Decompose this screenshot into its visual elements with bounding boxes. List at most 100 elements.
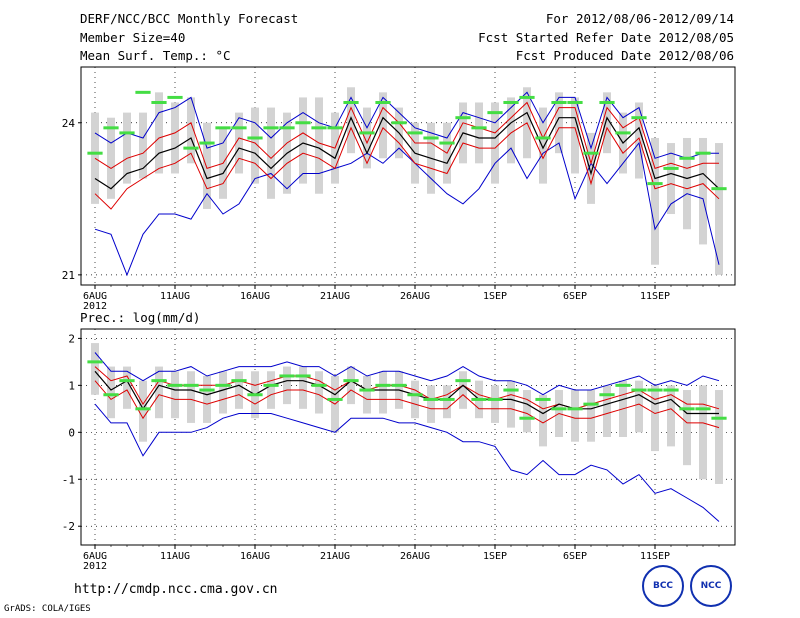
source-url[interactable]: http://cmdp.ncc.cma.gov.cn xyxy=(74,582,278,597)
panel-1-median-marker xyxy=(311,383,327,387)
panel-0-median-marker xyxy=(471,126,487,130)
panel-1-spread-box xyxy=(539,394,547,447)
grads-credit: GrADS: COLA/IGES xyxy=(4,604,91,614)
panel-1-min-line xyxy=(94,403,720,522)
panel-1-median-marker xyxy=(615,383,631,387)
panel-0-spread-box xyxy=(267,107,275,199)
panel-1-spread-box xyxy=(363,375,371,414)
panel-1-spread-box xyxy=(219,371,227,414)
panel-1-median-marker xyxy=(551,407,567,411)
ncc-logo-text: NCC xyxy=(700,581,722,591)
panel-1-ytick-label: -1 xyxy=(62,473,75,486)
panel-0-spread-box xyxy=(555,92,563,154)
panel-1-spread-box xyxy=(715,390,723,484)
panel-1-xtick-label: 1SEP xyxy=(483,551,507,562)
panel-0-median-marker xyxy=(375,100,391,104)
panel-1-median-marker xyxy=(279,374,295,378)
panel-0-median-marker xyxy=(343,100,359,104)
panel-1-median-marker xyxy=(391,383,407,387)
panel-1-spread-box xyxy=(203,375,211,423)
panel-1-median-marker xyxy=(599,393,615,397)
panel-1-spread-box xyxy=(651,385,659,452)
panel-1-median-marker xyxy=(535,397,551,401)
panel-0-xtick-label: 26AUG xyxy=(400,291,430,302)
panel-0-max-line xyxy=(94,91,719,159)
panel-1-median-marker xyxy=(343,379,359,383)
panel-0-median-marker xyxy=(215,126,231,130)
panel-1-mean-line xyxy=(94,370,719,415)
panel-0-median-marker xyxy=(231,126,247,130)
panel-1-spread-box xyxy=(571,390,579,442)
panel-1-spread-box xyxy=(443,385,451,419)
panel-0-spread-box xyxy=(587,132,595,204)
panel-0-xtick-label: 6AUG xyxy=(83,291,107,302)
panel-0-spread-box xyxy=(699,137,707,245)
panel-1-spread-box xyxy=(635,380,643,433)
panel-1-median-marker xyxy=(631,388,647,392)
panel-0-median-marker xyxy=(391,121,407,125)
panel-0-spread-box xyxy=(363,107,371,169)
panel-1-xtick-label: 11SEP xyxy=(640,551,670,562)
panel-0-median-marker xyxy=(407,131,423,135)
panel-0-median-marker xyxy=(439,141,455,145)
panel-1-spread-box xyxy=(347,366,355,405)
panel-0-xtick-label: 1SEP xyxy=(483,291,507,302)
panel-1-spread-box xyxy=(603,385,611,437)
panel-0-xtick-label: 21AUG xyxy=(320,291,350,302)
panel-0-median-marker xyxy=(183,146,199,150)
panel-1-spread-box xyxy=(283,366,291,405)
start-date-label: Fcst Started Refer Date 2012/08/05 xyxy=(478,30,734,45)
panel-0-median-marker xyxy=(279,126,295,130)
panel-0-spread-box xyxy=(635,102,643,179)
panel-1-xtick-label: 6AUG xyxy=(83,551,107,562)
panel-1-ytick-label: 1 xyxy=(68,379,75,392)
panel-0-median-marker xyxy=(647,182,663,186)
panel-1-median-marker xyxy=(247,393,263,397)
panel-0-spread-box xyxy=(91,112,99,204)
panel-0-spread-box xyxy=(299,97,307,184)
member-size-label: Member Size=40 xyxy=(80,30,186,45)
panel-1-spread-box xyxy=(299,366,307,409)
panel-0-xtick-label: 16AUG xyxy=(240,291,270,302)
panel-0-spread-box xyxy=(251,107,259,184)
panel-0-median-marker xyxy=(119,131,135,135)
panel-1-spread-box xyxy=(235,371,243,409)
panel-1-spread-box xyxy=(491,385,499,423)
panel-0-spread-box xyxy=(571,97,579,174)
chart-title: DERF/NCC/BCC Monthly Forecast xyxy=(80,11,299,26)
panel-0-spread-box xyxy=(123,112,131,184)
panel-1-spread-box xyxy=(139,380,147,442)
panel-1-spread-box xyxy=(587,390,595,442)
panel-0-median-marker xyxy=(423,136,439,140)
panel-1-median-marker xyxy=(663,388,679,392)
panel-1-median-marker xyxy=(215,383,231,387)
panel-0-spread-box xyxy=(107,117,115,199)
panel-0-xtick-label: 6SEP xyxy=(563,291,587,302)
panel-0-median-marker xyxy=(247,136,263,140)
panel-0-spread-box xyxy=(171,102,179,174)
panel-0-median-marker xyxy=(615,131,631,135)
panel-1-median-marker xyxy=(695,407,711,411)
panel-1-upper-line xyxy=(94,366,720,410)
panel-0-median-marker xyxy=(167,95,183,99)
panel-1-spread-box xyxy=(171,371,179,419)
panel-0-spread-box xyxy=(315,97,323,194)
panel-1-median-marker xyxy=(487,397,503,401)
panel-1-xtick-label: 26AUG xyxy=(400,551,430,562)
panel-0-ytick-label: 24 xyxy=(62,117,76,130)
precip-panel-title: Prec.: log(mm/d) xyxy=(80,310,200,325)
panel-0-median-marker xyxy=(663,166,679,170)
panel-0-median-marker xyxy=(455,116,471,120)
panel-1-median-marker xyxy=(359,388,375,392)
panel-1-spread-box xyxy=(507,380,515,428)
panel-0-spread-box xyxy=(539,107,547,184)
panel-0-spread-box xyxy=(379,92,387,159)
panel-0-ytick-label: 21 xyxy=(62,269,75,282)
panel-1-median-marker xyxy=(471,397,487,401)
panel-0-median-marker xyxy=(359,131,375,135)
temperature-panel-title: Mean Surf. Temp.: °C xyxy=(80,48,231,63)
panel-1-frame xyxy=(80,328,736,546)
panel-1-median-marker xyxy=(231,379,247,383)
panel-0-spread-box xyxy=(507,97,515,164)
